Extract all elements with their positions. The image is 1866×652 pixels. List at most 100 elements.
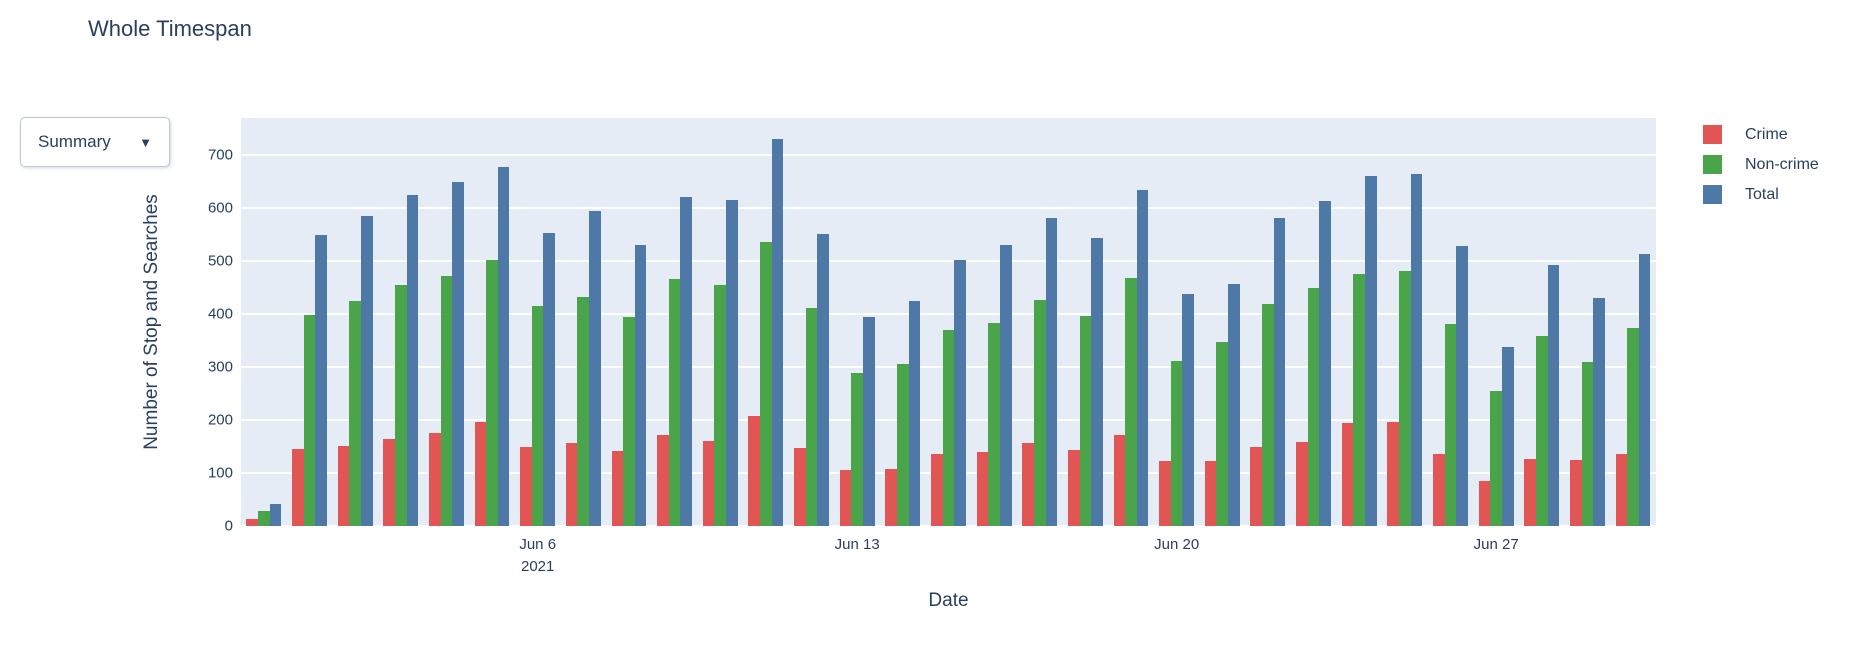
bar-total[interactable] [954, 259, 966, 526]
bar-total[interactable] [1410, 173, 1423, 526]
bar-non-crime[interactable] [896, 364, 909, 526]
bar-total[interactable] [862, 317, 875, 526]
bar-crime[interactable] [1113, 434, 1126, 526]
bar-total[interactable] [1045, 217, 1058, 526]
bar-non-crime[interactable] [531, 306, 544, 526]
bar-total[interactable] [771, 138, 784, 526]
bar-total[interactable] [1273, 217, 1286, 526]
legend-item-total[interactable]: Total [1703, 185, 1819, 204]
bar-crime[interactable] [337, 445, 350, 526]
bar-non-crime[interactable] [1307, 287, 1320, 526]
bar-non-crime[interactable] [394, 284, 407, 526]
bar-crime[interactable] [794, 448, 806, 526]
bar-crime[interactable] [930, 453, 943, 526]
bar-non-crime[interactable] [851, 373, 863, 526]
bar-crime[interactable] [748, 416, 761, 526]
bar-crime[interactable] [611, 450, 624, 526]
bar-non-crime[interactable] [486, 259, 498, 526]
bar-crime[interactable] [383, 438, 395, 526]
bar-non-crime[interactable] [623, 317, 635, 526]
bar-total[interactable] [315, 234, 327, 526]
bar-total[interactable] [726, 199, 738, 526]
bar-crime[interactable] [1433, 453, 1445, 526]
bar-crime[interactable] [520, 447, 532, 526]
bar-non-crime[interactable] [714, 285, 727, 526]
bar-non-crime[interactable] [1262, 303, 1274, 526]
bar-total[interactable] [1182, 294, 1195, 526]
bar-non-crime[interactable] [988, 323, 1000, 526]
bar-crime[interactable] [839, 470, 852, 526]
bar-non-crime[interactable] [1125, 278, 1137, 526]
bar-non-crime[interactable] [258, 510, 270, 526]
bar-non-crime[interactable] [303, 315, 316, 526]
bar-total[interactable] [680, 197, 693, 526]
bar-total[interactable] [497, 166, 510, 526]
bar-total[interactable] [406, 195, 419, 526]
bar-total[interactable] [1547, 264, 1560, 526]
bar-crime[interactable] [292, 449, 304, 526]
bar-non-crime[interactable] [805, 308, 818, 526]
bar-non-crime[interactable] [577, 296, 590, 526]
bar-non-crime[interactable] [1627, 327, 1639, 526]
bar-crime[interactable] [474, 421, 487, 526]
bar-crime[interactable] [976, 451, 989, 526]
bar-total[interactable] [1136, 190, 1149, 526]
bar-non-crime[interactable] [440, 276, 453, 526]
bar-non-crime[interactable] [1581, 361, 1594, 526]
bar-total[interactable] [269, 503, 282, 526]
bar-non-crime[interactable] [1079, 316, 1092, 526]
bar-non-crime[interactable] [1353, 274, 1365, 526]
legend-item-non-crime[interactable]: Non-crime [1703, 155, 1819, 174]
bar-crime[interactable] [1022, 443, 1034, 526]
bar-total[interactable] [1091, 237, 1103, 526]
bar-crime[interactable] [246, 519, 258, 526]
bar-crime[interactable] [1387, 422, 1400, 526]
bar-total[interactable] [452, 182, 464, 526]
bar-total[interactable] [908, 300, 921, 526]
bar-non-crime[interactable] [1399, 270, 1411, 526]
legend-item-crime[interactable]: Crime [1703, 125, 1819, 144]
bar-non-crime[interactable] [1444, 323, 1457, 526]
bar-crime[interactable] [428, 433, 441, 526]
bar-total[interactable] [1228, 283, 1240, 526]
bar-total[interactable] [1365, 176, 1377, 526]
bar-total[interactable] [543, 232, 556, 526]
bar-total[interactable] [1501, 347, 1514, 526]
bar-non-crime[interactable] [1170, 360, 1183, 526]
bar-crime[interactable] [1250, 446, 1263, 526]
bar-crime[interactable] [702, 441, 715, 526]
bar-crime[interactable] [1569, 459, 1582, 526]
bar-group [1519, 118, 1565, 526]
bar-crime[interactable] [1478, 481, 1491, 526]
bar-crime[interactable] [1204, 460, 1217, 526]
bar-non-crime[interactable] [1216, 341, 1229, 526]
bar-total[interactable] [634, 245, 647, 526]
bar-crime[interactable] [1524, 458, 1536, 526]
bar-crime[interactable] [1159, 460, 1171, 526]
bar-crime[interactable] [1296, 442, 1308, 526]
bar-non-crime[interactable] [760, 241, 772, 526]
bar-crime[interactable] [1067, 450, 1080, 526]
bar-non-crime[interactable] [1033, 299, 1046, 526]
bar-crime[interactable] [565, 443, 578, 526]
bar-total[interactable] [817, 233, 829, 526]
bar-non-crime[interactable] [1535, 336, 1548, 526]
bar-total[interactable] [1319, 201, 1331, 526]
bar-crime[interactable] [885, 469, 897, 526]
bar-non-crime[interactable] [1490, 390, 1502, 526]
legend-swatch [1703, 155, 1722, 174]
bar-crime[interactable] [1615, 453, 1628, 526]
bar-crime[interactable] [1341, 423, 1354, 526]
bar-non-crime[interactable] [942, 329, 955, 526]
bar-crime[interactable] [657, 434, 669, 526]
bar-total[interactable] [1456, 245, 1468, 526]
bar-total[interactable] [589, 210, 601, 526]
bar-total[interactable] [999, 245, 1012, 526]
bar-non-crime[interactable] [349, 301, 361, 526]
bar-total[interactable] [360, 216, 373, 526]
bar-non-crime[interactable] [668, 279, 681, 526]
bar-total[interactable] [1593, 298, 1605, 526]
bar-group [606, 118, 652, 526]
bar-total[interactable] [1638, 253, 1651, 526]
summary-dropdown[interactable]: Summary ▼ [20, 117, 170, 167]
